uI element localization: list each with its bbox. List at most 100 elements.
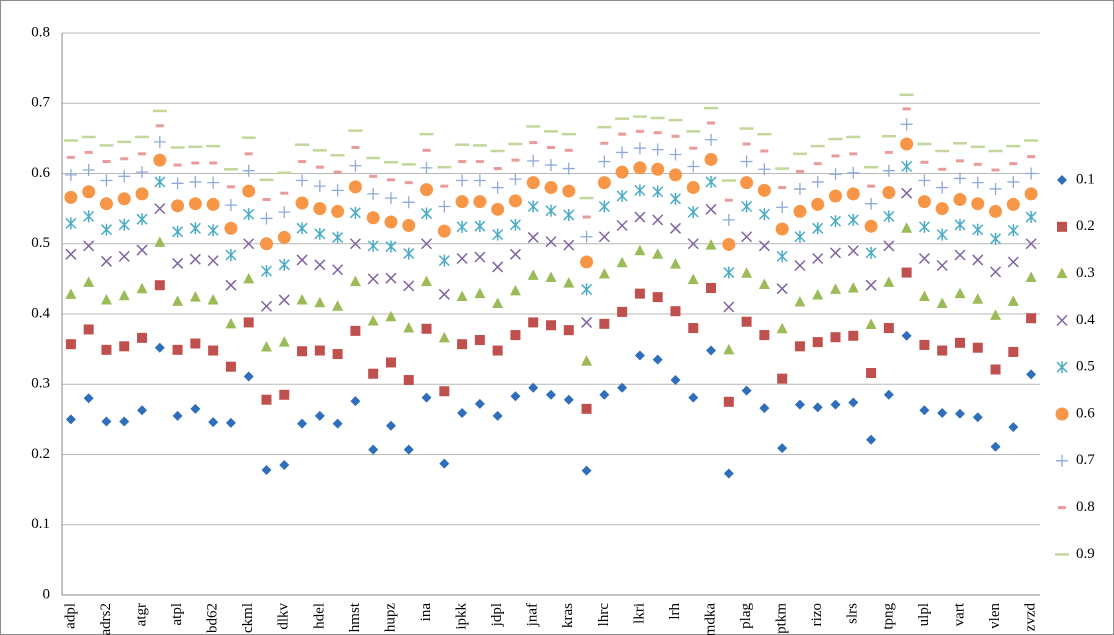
point <box>242 164 255 177</box>
point <box>546 320 556 331</box>
point <box>812 222 824 235</box>
point <box>846 187 860 201</box>
point <box>741 200 753 213</box>
point <box>421 275 433 287</box>
x-tick-label: dlkv <box>276 603 292 630</box>
point <box>919 339 930 350</box>
point <box>83 240 95 252</box>
point <box>562 184 576 198</box>
x-tick-label: mdka <box>702 603 718 635</box>
point <box>225 279 237 291</box>
point <box>83 276 95 287</box>
point <box>313 180 326 193</box>
legend-marker <box>1056 454 1068 467</box>
point <box>296 254 308 266</box>
point <box>527 269 539 280</box>
point <box>1025 271 1037 282</box>
point <box>563 277 575 288</box>
legend-marker <box>1057 221 1067 232</box>
point <box>1008 346 1019 357</box>
point <box>563 208 575 221</box>
point <box>297 418 308 429</box>
point <box>279 460 290 471</box>
point <box>883 276 895 287</box>
point <box>456 252 468 265</box>
point <box>119 341 130 352</box>
x-tick-label: hdel <box>311 603 327 629</box>
point <box>403 280 415 292</box>
point <box>704 152 718 166</box>
point <box>990 232 1002 245</box>
point <box>901 222 913 233</box>
point <box>848 397 859 408</box>
point <box>153 135 166 148</box>
point <box>688 392 699 403</box>
point <box>190 403 201 414</box>
point <box>901 187 913 199</box>
point <box>918 174 931 187</box>
point <box>937 345 948 356</box>
point <box>208 345 219 356</box>
point <box>189 291 201 302</box>
point <box>225 361 236 372</box>
point <box>634 211 646 223</box>
point <box>723 396 734 407</box>
point <box>224 221 238 235</box>
point <box>438 254 450 267</box>
point <box>740 176 754 190</box>
point <box>474 334 485 345</box>
point <box>972 254 984 266</box>
point <box>794 296 806 307</box>
point <box>777 443 788 454</box>
point <box>830 399 841 410</box>
point <box>243 208 255 221</box>
point <box>776 201 789 214</box>
point <box>811 197 825 211</box>
point <box>634 350 645 361</box>
point <box>367 239 379 252</box>
point <box>278 336 290 347</box>
point <box>366 211 380 225</box>
point <box>722 237 736 251</box>
point <box>634 288 645 299</box>
point <box>757 183 771 197</box>
point <box>758 208 770 221</box>
point <box>314 227 326 240</box>
point <box>527 231 539 243</box>
point <box>936 259 948 272</box>
point <box>171 177 184 190</box>
point <box>971 197 985 211</box>
point <box>705 175 717 188</box>
point <box>652 185 664 198</box>
point <box>508 194 522 208</box>
point <box>634 184 646 197</box>
x-tick-label: lkri <box>631 603 647 624</box>
point <box>830 332 841 343</box>
point <box>225 248 237 261</box>
legend-label: 0.2 <box>1076 218 1095 234</box>
point <box>420 183 434 197</box>
point <box>617 306 628 317</box>
point <box>723 468 734 479</box>
point <box>190 338 201 349</box>
x-tick-label: ckml <box>240 603 256 633</box>
point <box>172 410 183 421</box>
point <box>83 324 94 335</box>
point <box>652 292 663 303</box>
legend-marker <box>1056 361 1068 374</box>
point <box>225 417 236 428</box>
point <box>990 309 1002 320</box>
point <box>775 222 789 236</box>
x-tick-label: adrs2 <box>98 603 114 635</box>
point <box>706 283 717 294</box>
point <box>936 181 949 194</box>
point <box>1026 313 1037 324</box>
point <box>829 215 842 228</box>
point <box>384 192 397 205</box>
point <box>207 293 219 305</box>
point <box>759 330 770 341</box>
point <box>794 399 805 410</box>
point <box>1007 295 1019 306</box>
point <box>918 290 930 301</box>
